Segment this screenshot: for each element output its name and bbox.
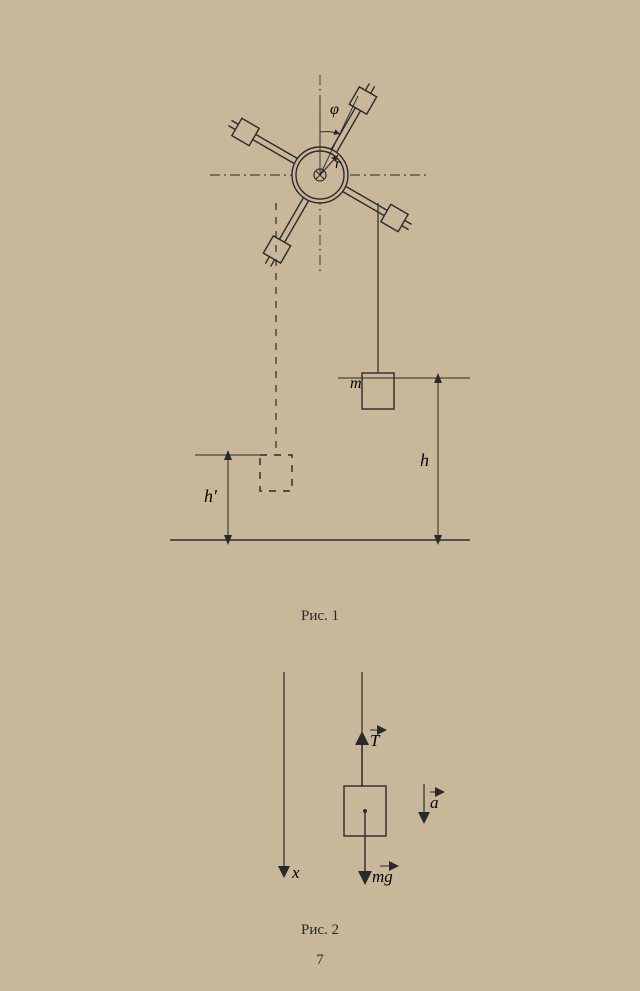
a-label: a — [430, 793, 439, 812]
figure-1: φ r m h h′ — [0, 0, 640, 600]
mg-label: mg — [372, 867, 393, 886]
page-number: 7 — [0, 952, 640, 969]
figure-2-caption: Рис. 2 — [0, 922, 640, 939]
h-label: h — [420, 450, 429, 470]
m-label: m — [350, 375, 362, 392]
figure-2: x T mg a — [0, 650, 640, 910]
x-label: x — [291, 863, 300, 882]
phi-label: φ — [330, 101, 339, 118]
h-prime-label: h′ — [204, 486, 218, 506]
figure-1-caption: Рис. 1 — [0, 608, 640, 625]
page: φ r m h h′ Рис. 1 x T mg — [0, 0, 640, 991]
T-label: T — [370, 731, 381, 750]
r-label: r — [335, 156, 341, 172]
